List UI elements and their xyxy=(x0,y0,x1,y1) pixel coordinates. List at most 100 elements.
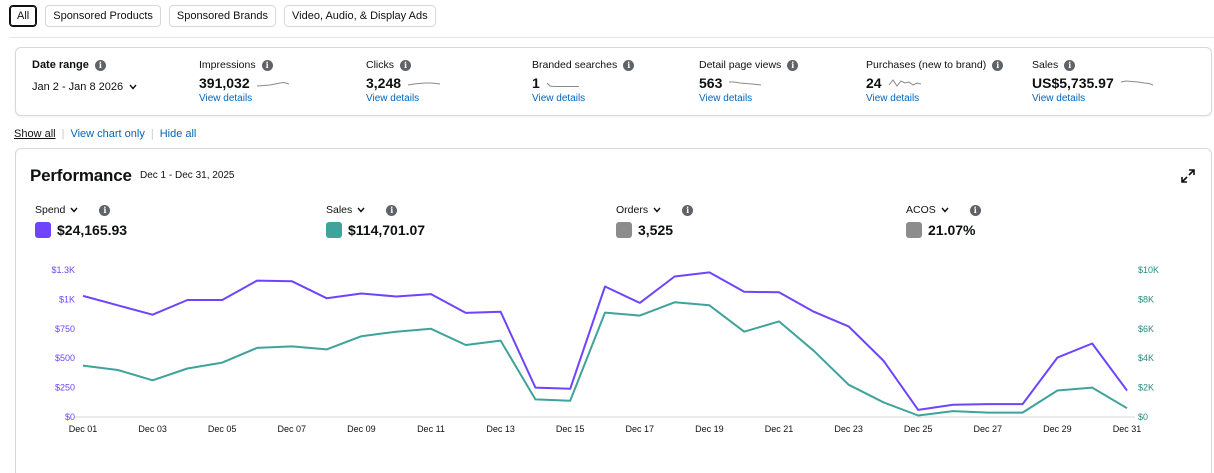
chevron-down-icon xyxy=(357,207,365,213)
info-icon[interactable]: i xyxy=(623,59,635,71)
kpi-value: $24,165.93 xyxy=(57,222,128,238)
performance-date-range: Dec 1 - Dec 31, 2025 xyxy=(140,170,235,181)
hide-all-link[interactable]: Hide all xyxy=(159,128,197,140)
x-tick-label: Dec 17 xyxy=(626,424,655,434)
info-icon[interactable]: i xyxy=(1064,59,1076,71)
metric-detail-page-views: Detail page views i 563 View details xyxy=(699,59,799,104)
info-icon[interactable]: i xyxy=(787,59,799,71)
y-right-tick-label: $2K xyxy=(1138,383,1154,393)
date-range-metric: Date range i Jan 2 - Jan 8 2026 xyxy=(32,59,137,93)
x-tick-label: Dec 05 xyxy=(208,424,237,434)
kpi-label: Sales xyxy=(326,204,353,216)
performance-chart[interactable]: $0 $250 $500 $750 $1K $1.3K $0 $2K $4K $6K $8K $10K… xyxy=(16,149,1213,449)
metric-clicks: Clicks i 3,248 View details xyxy=(366,59,441,104)
metric-label: Clicks xyxy=(366,59,394,71)
metric-label: Detail page views xyxy=(699,59,782,71)
kpi-sales: Sales i $114,701.07 xyxy=(326,204,425,238)
view-details-link[interactable]: View details xyxy=(699,93,753,104)
metric-sales: Sales i US$5,735.97 View details xyxy=(1032,59,1154,104)
info-icon[interactable]: i xyxy=(969,204,981,216)
kpi-value: 21.07% xyxy=(928,222,976,238)
x-tick-label: Dec 09 xyxy=(347,424,376,434)
y-left-tick-label: $250 xyxy=(55,383,75,393)
y-left-tick-label: $1K xyxy=(59,294,75,304)
metric-value: US$5,735.97 xyxy=(1032,75,1114,91)
x-tick-label: Dec 01 xyxy=(69,424,98,434)
kpi-value: 3,525 xyxy=(638,222,674,238)
sparkline-icon xyxy=(407,82,441,86)
view-details-link[interactable]: View details xyxy=(366,93,420,104)
y-right-tick-label: $8K xyxy=(1138,294,1154,304)
x-tick-label: Dec 13 xyxy=(486,424,515,434)
info-icon[interactable]: i xyxy=(94,59,106,71)
kpi-label: ACOS xyxy=(906,204,936,216)
kpi-color-swatch[interactable] xyxy=(616,222,632,238)
expand-icon[interactable] xyxy=(1181,169,1195,183)
chevron-down-icon xyxy=(653,207,661,213)
chevron-down-icon xyxy=(941,207,949,213)
sparkline-icon xyxy=(256,81,289,87)
top-divider xyxy=(9,37,1214,38)
kpi-metric-select[interactable]: Spend i xyxy=(35,204,127,216)
filter-sponsored-products[interactable]: Sponsored Products xyxy=(45,5,161,27)
view-details-link[interactable]: View details xyxy=(866,93,920,104)
date-range-label: Date range xyxy=(32,59,89,71)
info-icon[interactable]: i xyxy=(682,204,694,216)
divider: | xyxy=(61,128,65,140)
view-chart-only-link[interactable]: View chart only xyxy=(70,128,145,140)
divider: | xyxy=(150,128,154,140)
metrics-card: Date range i Jan 2 - Jan 8 2026 Impressi… xyxy=(15,47,1212,116)
x-tick-label: Dec 07 xyxy=(278,424,307,434)
y-left-tick-label: $0 xyxy=(65,412,75,422)
x-tick-label: Dec 27 xyxy=(974,424,1003,434)
kpi-metric-select[interactable]: Sales i xyxy=(326,204,425,216)
kpi-metric-select[interactable]: Orders i xyxy=(616,204,694,216)
kpi-spend: Spend i $24,165.93 xyxy=(35,204,127,238)
info-icon[interactable]: i xyxy=(400,59,411,71)
performance-card: Performance Dec 1 - Dec 31, 2025 Spend i… xyxy=(15,148,1212,473)
performance-title: Performance xyxy=(30,166,132,185)
info-icon[interactable]: i xyxy=(992,59,1004,71)
view-details-link[interactable]: View details xyxy=(532,93,586,104)
y-left-tick-label: $500 xyxy=(55,353,75,363)
metric-branded-searches: Branded searches i 1 View details xyxy=(532,59,635,104)
y-right-tick-label: $6K xyxy=(1138,324,1154,334)
kpi-acos: ACOS i 21.07% xyxy=(906,204,981,238)
metric-label: Sales xyxy=(1032,59,1059,71)
metric-label: Impressions xyxy=(199,59,256,71)
show-all-link[interactable]: Show all xyxy=(14,128,56,140)
kpi-metric-select[interactable]: ACOS i xyxy=(906,204,981,216)
chevron-down-icon xyxy=(129,84,137,90)
kpi-color-swatch[interactable] xyxy=(35,222,51,238)
x-tick-label: Dec 29 xyxy=(1043,424,1072,434)
kpi-orders: Orders i 3,525 xyxy=(616,204,694,238)
ad-type-filters: All Sponsored Products Sponsored Brands … xyxy=(9,5,436,27)
chevron-down-icon xyxy=(70,207,78,213)
x-tick-label: Dec 21 xyxy=(765,424,794,434)
x-tick-label: Dec 03 xyxy=(138,424,167,434)
info-icon[interactable]: i xyxy=(99,204,111,216)
sparkline-icon xyxy=(546,82,579,87)
view-details-link[interactable]: View details xyxy=(1032,93,1086,104)
kpi-label: Orders xyxy=(616,204,649,216)
metric-impressions: Impressions i 391,032 View details xyxy=(199,59,290,104)
filter-sponsored-brands[interactable]: Sponsored Brands xyxy=(168,5,277,27)
kpi-color-swatch[interactable] xyxy=(326,222,342,238)
metric-label: Purchases (new to brand) xyxy=(866,59,987,71)
x-tick-label: Dec 19 xyxy=(695,424,724,434)
date-range-value: Jan 2 - Jan 8 2026 xyxy=(32,81,124,93)
x-tick-label: Dec 15 xyxy=(556,424,585,434)
metric-value: 1 xyxy=(532,75,540,91)
kpi-color-swatch[interactable] xyxy=(906,222,922,238)
info-icon[interactable]: i xyxy=(386,204,398,216)
x-tick-label: Dec 25 xyxy=(904,424,933,434)
x-tick-label: Dec 23 xyxy=(834,424,863,434)
x-tick-label: Dec 11 xyxy=(417,424,445,434)
view-details-link[interactable]: View details xyxy=(199,93,253,104)
metric-label: Branded searches xyxy=(532,59,618,71)
filter-video-audio-display[interactable]: Video, Audio, & Display Ads xyxy=(284,5,436,27)
series-line-sales xyxy=(82,301,1128,417)
filter-all[interactable]: All xyxy=(9,5,38,27)
date-range-select[interactable]: Jan 2 - Jan 8 2026 xyxy=(32,81,137,93)
info-icon[interactable]: i xyxy=(261,59,273,71)
